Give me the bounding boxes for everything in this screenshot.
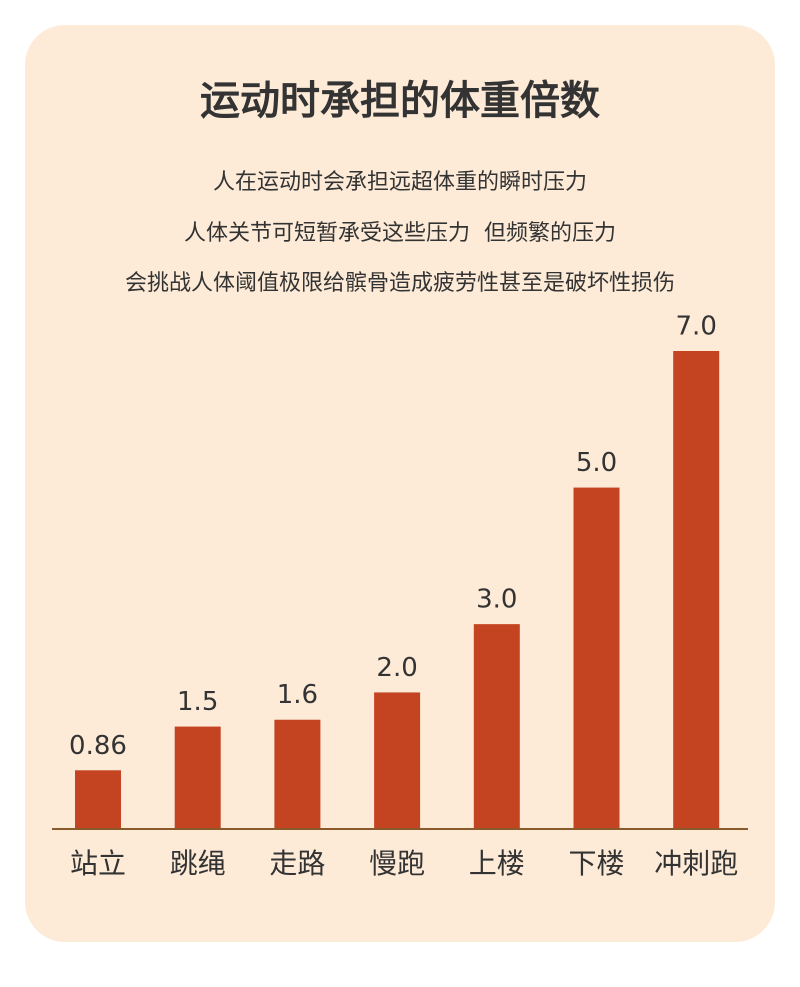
x-tick-label: 站立 xyxy=(70,847,126,880)
value-label: 5.0 xyxy=(576,448,617,478)
bar xyxy=(75,770,121,829)
x-tick-label: 下楼 xyxy=(568,847,624,880)
x-tick-label: 上楼 xyxy=(469,847,525,880)
chart-title: 运动时承担的体重倍数 xyxy=(200,78,600,124)
value-label: 2.0 xyxy=(376,653,417,683)
bar xyxy=(274,719,321,829)
value-label: 0.86 xyxy=(69,731,127,761)
value-label: 3.0 xyxy=(476,585,517,615)
value-label: 1.6 xyxy=(277,680,318,710)
bar xyxy=(473,624,520,829)
subtitle: 人在运动时会承担远超体重的瞬时压力 xyxy=(213,170,587,195)
bar xyxy=(573,487,620,829)
bar xyxy=(673,351,720,829)
value-label: 1.5 xyxy=(177,687,218,717)
subtitle: 人体关节可短暂承受这些压力 但频繁的压力 xyxy=(184,221,616,246)
bar xyxy=(374,692,421,829)
x-tick-label: 冲刺跑 xyxy=(654,847,738,880)
value-label: 7.0 xyxy=(676,312,717,342)
subtitle: 会挑战人体阈值极限给髌骨造成疲劳性甚至是破坏性损伤 xyxy=(125,271,675,296)
x-tick-label: 慢跑 xyxy=(369,847,425,880)
bar xyxy=(174,726,221,829)
x-tick-label: 跳绳 xyxy=(170,847,226,880)
x-tick-label: 走路 xyxy=(269,847,325,880)
